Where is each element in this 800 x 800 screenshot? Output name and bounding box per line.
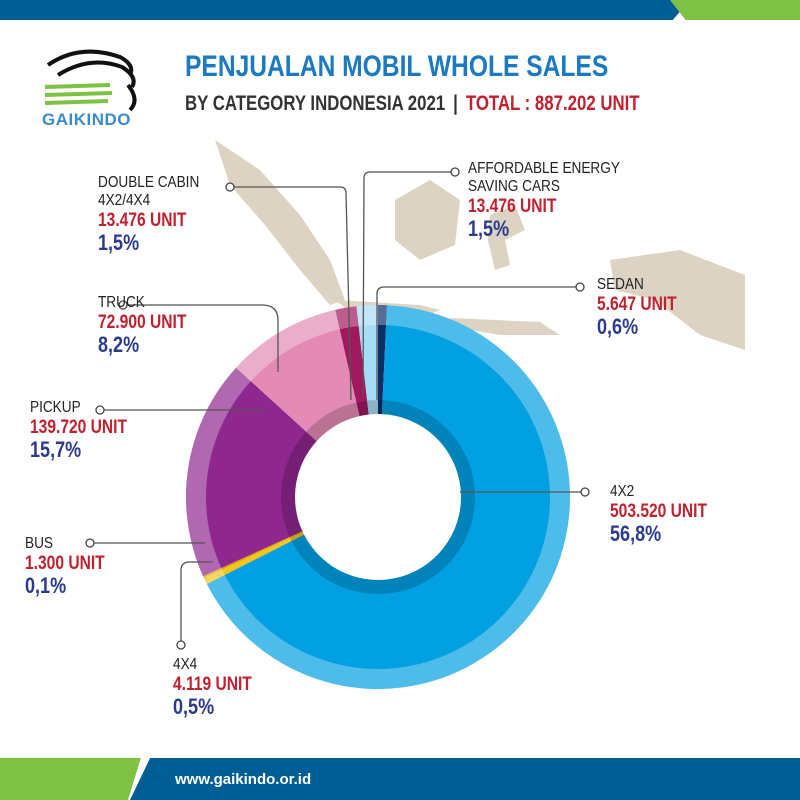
label-percent: 0,1% — [25, 573, 67, 599]
label-4x2: 4X2 503.520 UNIT 56,8% — [610, 483, 728, 547]
label-name: PICKUP — [30, 399, 81, 416]
label-sedan: SEDAN 5.647 UNIT 0,6% — [597, 276, 694, 340]
label-units: 139.720 UNIT — [30, 416, 128, 438]
donut-segment-4x2 — [206, 305, 570, 690]
donut-chart — [186, 305, 570, 690]
label-units: 503.520 UNIT — [610, 500, 708, 522]
label-percent: 15,7% — [30, 437, 82, 463]
leader-affordable — [362, 171, 451, 396]
page-title: PENJUALAN MOBIL WHOLE SALES — [185, 50, 609, 83]
label-units: 5.647 UNIT — [597, 293, 677, 315]
label-name: TRUCK — [98, 294, 145, 311]
leader-double-cabin — [234, 186, 352, 401]
donut-inner-band — [281, 400, 475, 594]
footer-bar — [130, 758, 800, 800]
footer-green — [0, 758, 141, 800]
brand-name: GAIKINDO — [42, 110, 131, 129]
donut-segment-truck — [236, 309, 360, 442]
leader-lines — [94, 171, 581, 641]
label-4x4: 4X4 4.119 UNIT 0,5% — [173, 656, 269, 720]
label-name: SAVING CARS — [468, 177, 560, 195]
label-percent: 56,8% — [610, 521, 662, 547]
label-pickup: PICKUP 139.720 UNIT 15,7% — [30, 399, 148, 463]
label-truck: TRUCK 72.900 UNIT 8,2% — [98, 294, 206, 358]
subtitle: BY CATEGORY INDONESIA 2021 — [185, 92, 446, 115]
label-units: 1.300 UNIT — [25, 552, 105, 574]
label-units: 72.900 UNIT — [98, 311, 187, 333]
label-percent: 1,5% — [468, 216, 510, 242]
top-banner-blue — [0, 0, 690, 20]
donut-segment-pickup — [186, 367, 317, 577]
total: TOTAL : 887.202 UNIT — [465, 92, 640, 115]
label-units: 4.119 UNIT — [173, 673, 252, 695]
leader-truck — [127, 304, 279, 372]
label-name: 4X2 — [610, 483, 635, 500]
label-units: 13.476 UNIT — [98, 209, 187, 231]
donut-segment-double-cabin-4x2-4x4 — [335, 306, 369, 417]
label-name: 4X2/4X4 — [98, 191, 151, 209]
label-percent: 0,6% — [597, 314, 639, 340]
label-percent: 0,5% — [173, 694, 215, 720]
gaikindo-logo — [44, 49, 137, 112]
top-banner-green — [670, 0, 800, 20]
donut-segment-sedan — [378, 305, 388, 415]
donut-segment-bus — [203, 531, 303, 579]
label-units: 13.476 UNIT — [468, 195, 557, 217]
label-name: DOUBLE CABIN — [98, 174, 200, 191]
leader-dots — [85, 167, 590, 650]
subtitle-line: BY CATEGORY INDONESIA 2021 | TOTAL : 887.2… — [185, 92, 640, 116]
label-percent: 8,2% — [98, 332, 140, 358]
separator: | — [453, 92, 458, 115]
leader-4x4 — [180, 561, 213, 641]
label-name: SEDAN — [597, 276, 644, 293]
footer-url[interactable]: www.gaikindo.or.id — [175, 771, 312, 788]
label-name: 4X4 — [173, 656, 198, 673]
donut-segment-affordable-energy-saving-cars — [356, 305, 378, 415]
label-name: AFFORDABLE ENERGY — [468, 160, 620, 177]
label-percent: 1,5% — [98, 230, 140, 256]
donut-segment-4x4 — [203, 532, 305, 585]
donut-outer-band — [186, 305, 570, 689]
leader-sedan — [376, 286, 576, 400]
indonesia-map — [215, 140, 745, 350]
label-affordable: AFFORDABLE ENERGY SAVING CARS 13.476 UNI… — [468, 160, 647, 242]
label-name: BUS — [25, 535, 53, 552]
label-bus: BUS 1.300 UNIT 0,1% — [25, 535, 122, 599]
label-double-cabin: DOUBLE CABIN 4X2/4X4 13.476 UNIT 1,5% — [98, 174, 217, 256]
